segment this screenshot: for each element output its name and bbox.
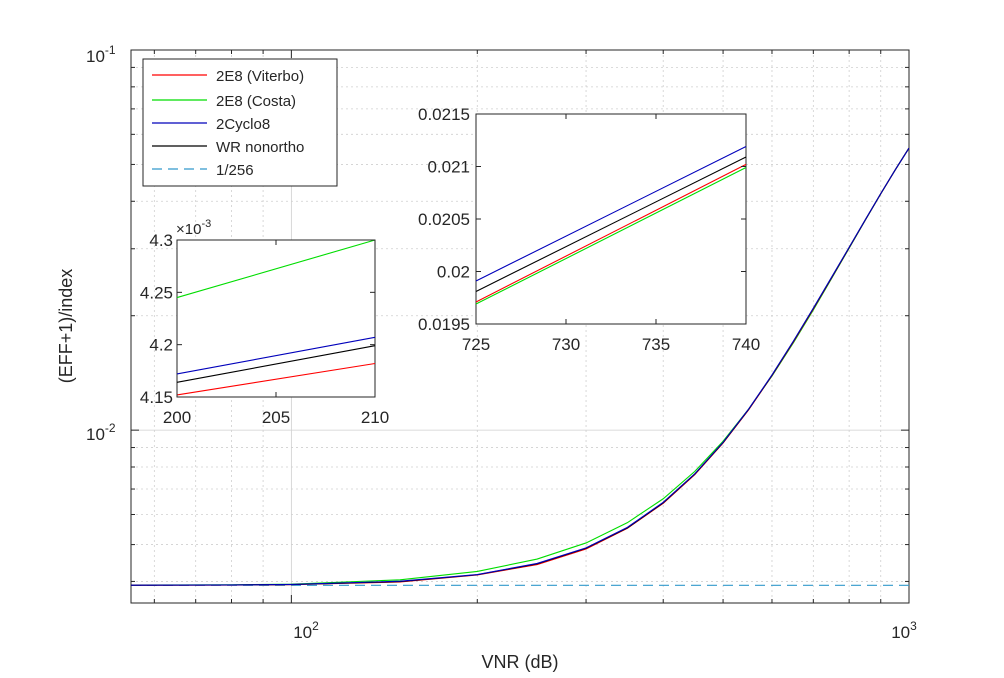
inset-right-y-tick-label: 0.0215	[418, 105, 470, 124]
y-tick-label-0.1: 10-1	[86, 43, 116, 66]
inset-left-line-viterbo	[176, 362, 376, 396]
legend-label-viterbo: 2E8 (Viterbo)	[216, 68, 304, 85]
inset-left-y-tick-label: 4.2	[149, 336, 173, 355]
inset-left-x-tick-label: 200	[163, 408, 191, 427]
legend-label-costa: 2E8 (Costa)	[216, 93, 296, 110]
inset-left-series-group	[176, 239, 376, 396]
x-tick-label-1000: 103	[891, 619, 917, 642]
main-series-group	[130, 147, 910, 586]
inset-left-x-tick-label: 205	[262, 408, 290, 427]
inset-left-y-tick-label: 4.3	[149, 231, 173, 250]
inset-right-x-tick-label: 740	[732, 335, 760, 354]
x-tick-label-100: 102	[293, 619, 319, 642]
series-line-cyclo	[130, 147, 910, 586]
y-tick-label-0.01: 10-2	[86, 421, 116, 444]
inset-left-y-tick-label: 4.15	[140, 388, 173, 407]
legend-label-ref: 1/256	[216, 162, 254, 179]
inset-left-y-tick-label: 4.25	[140, 283, 173, 302]
inset-left: 200 205 210 4.15 4.2 4.25 4.3 ×10-3	[140, 218, 389, 427]
inset-right-line-cyclo	[475, 146, 747, 282]
inset-right-x-tick-label: 725	[462, 335, 490, 354]
inset-left-multiplier: ×10-3	[176, 218, 211, 238]
main-ticks	[131, 49, 910, 603]
inset-right-series-group	[475, 146, 747, 305]
inset-right-y-tick-label: 0.0205	[418, 210, 470, 229]
inset-right-x-tick-label: 735	[642, 335, 670, 354]
legend-label-cyclo: 2Cyclo8	[216, 116, 270, 133]
inset-right-line-wr	[475, 156, 747, 292]
inset-right-y-tick-label: 0.02	[437, 263, 470, 282]
inset-right-y-tick-label: 0.021	[427, 158, 470, 177]
inset-left-box	[176, 239, 376, 398]
inset-left-x-tick-label: 210	[361, 408, 389, 427]
x-axis-label: VNR (dB)	[481, 652, 558, 672]
inset-right-line-costa	[475, 167, 747, 305]
inset-right-x-tick-label: 730	[552, 335, 580, 354]
inset-left-line-costa	[176, 239, 376, 299]
inset-right-line-viterbo	[475, 163, 747, 303]
legend: 2E8 (Viterbo) 2E8 (Costa) 2Cyclo8 WR non…	[142, 58, 338, 187]
inset-left-line-cyclo	[176, 336, 376, 375]
inset-right-box	[475, 113, 747, 325]
y-axis-label: (EFF+1)/index	[56, 269, 76, 384]
inset-right-y-tick-label: 0.0195	[418, 315, 470, 334]
inset-left-line-wr	[176, 345, 376, 383]
inset-right-ticks: 725 730 735 740 0.0195 0.02 0.0205 0.021 0.0215	[418, 105, 760, 354]
inset-right: 725 730 735 740 0.0195 0.02 0.0205 0.021 0.0215	[418, 105, 760, 354]
inset-left-ticks: 200 205 210 4.15 4.2 4.25 4.3	[140, 231, 389, 427]
main-axes-box	[130, 49, 910, 604]
legend-label-wr: WR nonortho	[216, 139, 304, 156]
